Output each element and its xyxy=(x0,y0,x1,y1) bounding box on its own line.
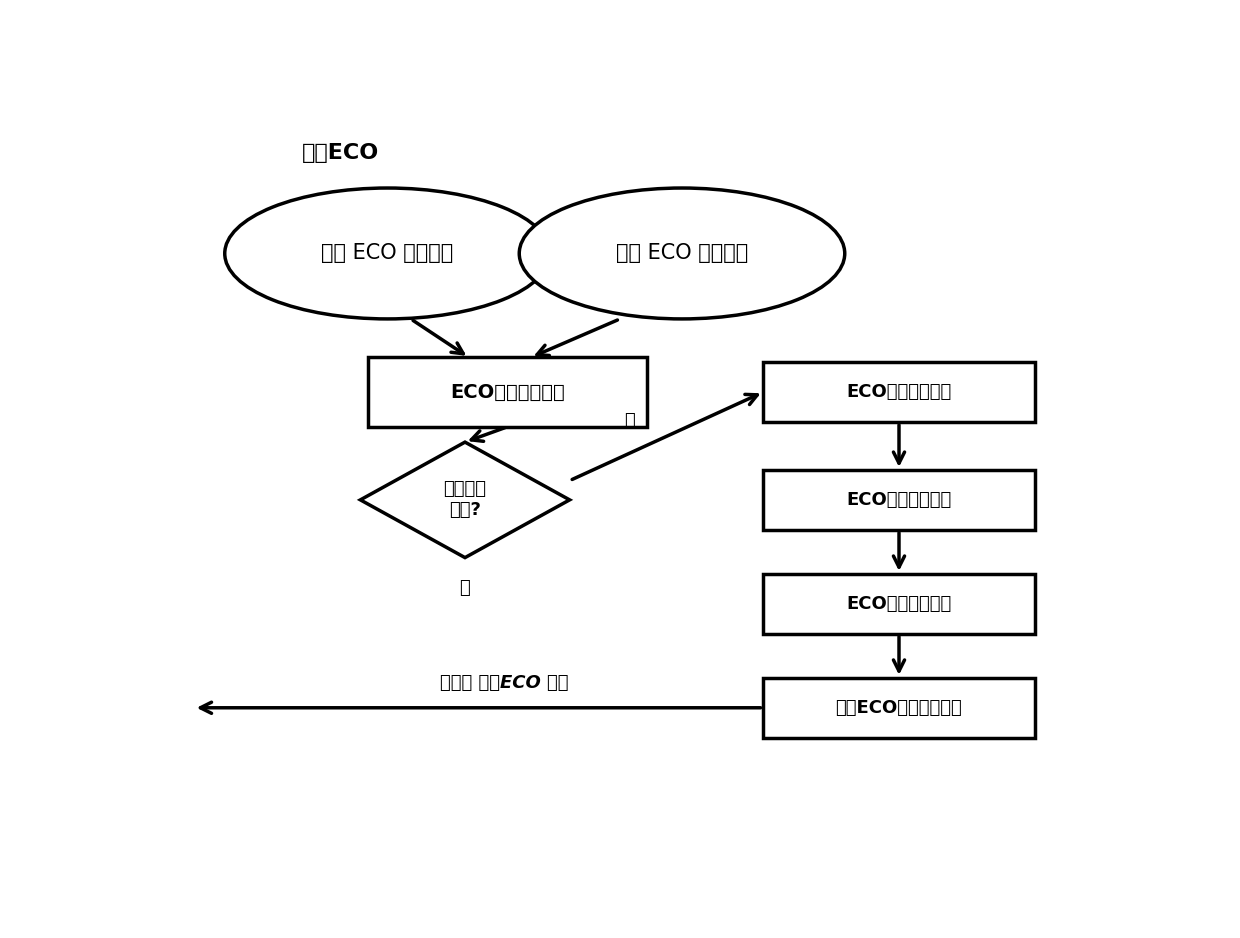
Bar xyxy=(764,470,1034,530)
Text: 功能ECO: 功能ECO xyxy=(303,144,379,163)
Text: 下一次 功能ECO 迭代: 下一次 功能ECO 迭代 xyxy=(439,674,568,692)
Text: 获得ECO最终数据输出: 获得ECO最终数据输出 xyxy=(836,699,962,717)
Bar xyxy=(764,362,1034,422)
Text: ECO设计结果整合: ECO设计结果整合 xyxy=(450,383,565,401)
Text: 否: 否 xyxy=(460,579,470,598)
Polygon shape xyxy=(361,442,569,557)
Text: 增量 ECO 设计数据: 增量 ECO 设计数据 xyxy=(616,244,748,264)
Ellipse shape xyxy=(224,188,551,319)
Text: ECO设计数据获取: ECO设计数据获取 xyxy=(847,383,951,401)
Bar xyxy=(764,574,1034,634)
Text: ECO设计数据整合: ECO设计数据整合 xyxy=(847,491,951,509)
Text: 是: 是 xyxy=(624,412,635,430)
Text: 设计质量
优化?: 设计质量 优化? xyxy=(444,480,486,520)
Text: 原始 ECO 设计数据: 原始 ECO 设计数据 xyxy=(321,244,454,264)
Text: ECO手动优化流程: ECO手动优化流程 xyxy=(847,595,951,613)
Ellipse shape xyxy=(520,188,844,319)
Bar xyxy=(764,678,1034,738)
Bar xyxy=(368,357,647,427)
